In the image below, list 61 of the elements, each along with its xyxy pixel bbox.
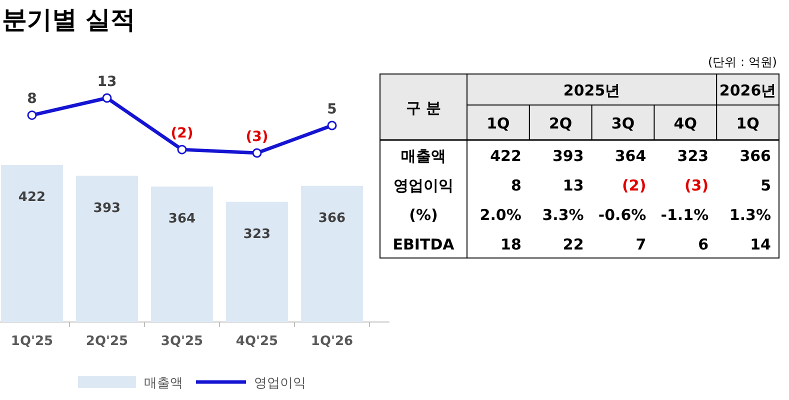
point: [252, 148, 262, 158]
bar: [76, 176, 138, 322]
x-tick-label: 2Q'25: [86, 334, 128, 349]
data-label: (2): [170, 126, 194, 142]
data-label: 393: [552, 146, 584, 165]
x-tick-label: 2Q: [549, 114, 572, 132]
data-label: 22: [562, 235, 584, 254]
data-label: 366: [318, 210, 346, 226]
x-tick-label: 1Q: [736, 114, 760, 132]
data-label: 5: [327, 102, 337, 118]
point: [327, 120, 337, 130]
data-label: -0.6%: [598, 206, 646, 224]
text: 2026년: [719, 82, 776, 100]
data-label: 13: [562, 176, 584, 194]
data-label: 5: [760, 176, 771, 194]
point: [177, 144, 187, 154]
data-label: (3): [246, 129, 268, 145]
y-tick-label: 영업이익: [394, 176, 454, 194]
x-tick-label: 3Q'25: [160, 334, 204, 349]
y-tick-label: 매출액: [401, 146, 446, 165]
legend-label: 영업이익: [254, 376, 306, 391]
data-label: 364: [614, 146, 646, 165]
x-tick-label: 4Q: [674, 114, 697, 132]
text: (단위 : 억원): [708, 55, 777, 69]
legend-label: 매출액: [144, 376, 183, 391]
data-label: 2.0%: [480, 206, 522, 224]
data-label: 7: [636, 235, 646, 254]
data-label: 1.3%: [729, 206, 771, 224]
bar: [301, 186, 363, 322]
data-label: 13: [97, 74, 117, 90]
data-label: -1.1%: [660, 206, 709, 224]
point: [102, 93, 112, 103]
x-tick-label: 3Q: [611, 114, 635, 132]
point: [27, 110, 37, 120]
data-label: 6: [698, 235, 709, 254]
data-label: 323: [243, 226, 271, 242]
x-tick-label: 1Q'26: [310, 334, 354, 349]
data-label: 422: [490, 146, 522, 165]
bar: [226, 202, 288, 322]
text: 구 분: [406, 99, 442, 117]
data-label: 393: [93, 200, 121, 216]
x-tick-label: 1Q: [486, 114, 510, 132]
data-label: 364: [168, 212, 196, 227]
data-label: 3.3%: [542, 206, 584, 224]
data-label: 8: [27, 91, 37, 108]
data-label: 18: [500, 235, 522, 254]
text: 2025년: [563, 82, 620, 100]
chart-title: 분기별 실적: [2, 5, 136, 34]
data-label: 422: [18, 190, 46, 205]
data-label: (2): [622, 176, 646, 194]
data-label: 366: [740, 146, 771, 165]
data-label: (3): [684, 176, 709, 194]
x-tick-label: 4Q'25: [236, 334, 278, 349]
y-tick-label: EBITDA: [392, 235, 455, 254]
data-label: 14: [750, 235, 771, 254]
x-tick-label: 1Q'25: [10, 334, 54, 349]
bar: [151, 186, 213, 322]
bar: [1, 165, 63, 322]
y-tick-label: (%): [409, 206, 438, 224]
data-label: 323: [677, 146, 709, 165]
data-label: 8: [510, 176, 522, 194]
